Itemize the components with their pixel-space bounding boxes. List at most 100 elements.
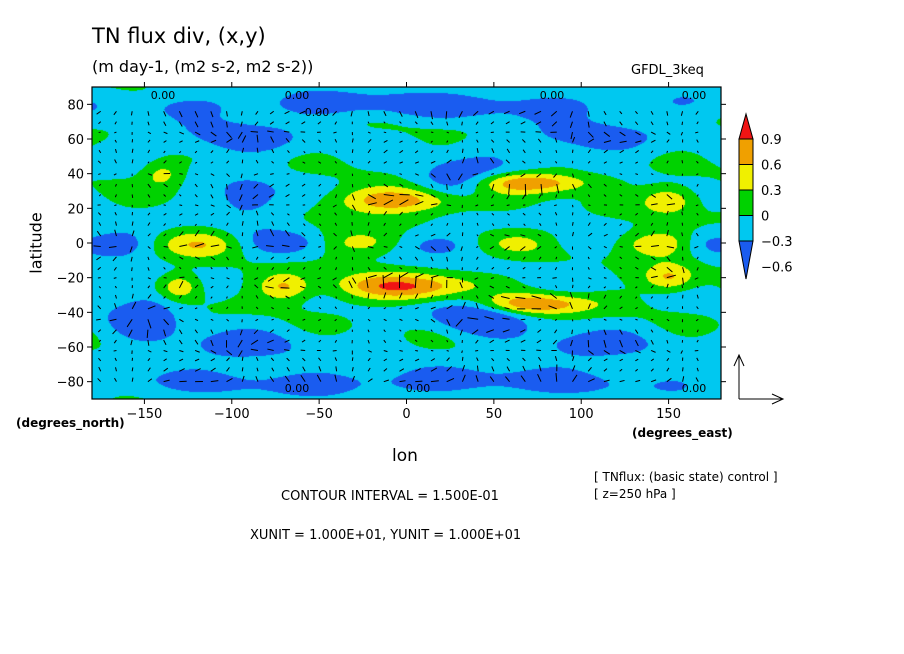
vector-arrow	[507, 213, 510, 216]
vector-arrow	[619, 140, 627, 143]
vector-arrow	[666, 357, 670, 362]
vector-arrow	[163, 245, 169, 248]
vector-arrow	[163, 296, 166, 299]
vector-arrow	[130, 111, 133, 116]
vector-arrow	[283, 277, 290, 282]
vector-arrow	[318, 357, 322, 362]
vector-arrow	[619, 318, 623, 321]
vector-arrow	[255, 210, 259, 216]
vector-arrow	[472, 173, 479, 176]
vector-arrow	[446, 329, 449, 334]
vector-arrow	[194, 183, 198, 188]
vector-arrow	[318, 245, 322, 248]
vector-arrow	[571, 284, 574, 289]
vector-arrow	[399, 173, 403, 175]
vector-arrow	[446, 246, 451, 252]
vector-arrow	[163, 131, 168, 135]
vector-arrow	[572, 173, 575, 178]
ref-arrowhead-horizontal	[771, 393, 785, 405]
vector-arrow	[271, 367, 275, 372]
vector-arrow	[383, 173, 387, 175]
vector-arrow	[554, 246, 558, 249]
vector-arrow	[163, 318, 170, 326]
vector-arrow	[587, 285, 591, 289]
vector-arrow	[239, 183, 243, 191]
vector-arrow	[194, 204, 199, 207]
vector-arrow	[252, 245, 259, 249]
vector-arrow	[619, 368, 623, 372]
vector-arrow	[109, 318, 117, 322]
vector-arrow	[284, 230, 290, 237]
vector-arrow	[603, 140, 612, 143]
vector-arrow	[178, 295, 183, 299]
vector-arrow	[488, 294, 495, 299]
vector-arrow	[367, 222, 370, 226]
vector-arrow	[587, 329, 590, 335]
vector-arrow	[603, 305, 608, 310]
vector-arrow	[538, 364, 542, 372]
vector-arrow	[430, 160, 436, 164]
vector-arrow	[194, 131, 201, 136]
vector-arrow	[635, 150, 639, 154]
vector-arrow	[446, 159, 452, 164]
colorbar-arrow-bottom	[738, 240, 754, 280]
colorbar-box	[738, 164, 754, 191]
vector-arrow	[553, 173, 558, 178]
vector-arrow	[367, 378, 373, 383]
vector-arrow	[179, 150, 182, 154]
vector-arrow	[210, 204, 215, 207]
vector-arrow	[285, 194, 290, 198]
vector-arrow	[303, 223, 306, 226]
vector-arrow	[696, 183, 699, 187]
vector-arrow	[226, 222, 229, 226]
vector-arrow	[226, 204, 232, 209]
vector-arrow	[696, 139, 699, 143]
vector-arrow	[383, 149, 388, 154]
vector-arrow	[695, 377, 699, 382]
vector-arrow	[113, 266, 117, 271]
vector-arrow	[696, 173, 699, 176]
vector-arrow	[430, 329, 433, 332]
field-image	[92, 87, 721, 399]
vector-arrow	[269, 376, 275, 382]
ref-arrowhead-vertical	[733, 353, 745, 367]
vector-arrow	[619, 223, 623, 227]
vector-arrow	[505, 159, 510, 164]
vector-arrow	[226, 173, 230, 178]
vector-arrow	[538, 161, 542, 164]
vector-arrow	[587, 194, 591, 198]
vector-arrow	[572, 356, 575, 362]
vector-arrow	[226, 256, 230, 261]
vector-arrow	[666, 329, 669, 332]
vector-arrow	[572, 183, 577, 191]
vector-arrow	[619, 173, 623, 175]
vector-arrow	[210, 285, 214, 289]
vector-arrow	[461, 121, 463, 126]
vector-arrow	[588, 204, 591, 207]
vector-arrow	[476, 139, 479, 143]
vector-arrow	[399, 161, 403, 164]
vector-arrow	[97, 329, 102, 333]
vector-arrow	[334, 357, 338, 362]
vector-arrow	[414, 246, 420, 250]
vector-arrow	[267, 348, 274, 351]
vector-arrow	[351, 149, 354, 153]
vector-arrow	[114, 121, 117, 125]
vector-arrow	[473, 284, 479, 289]
vector-arrow	[635, 223, 638, 227]
vector-arrow	[131, 267, 133, 272]
vector-arrow	[147, 131, 152, 135]
vector-arrow	[538, 256, 542, 260]
vector-arrow	[491, 266, 495, 270]
vector-arrow	[414, 256, 419, 261]
vector-arrow	[318, 329, 322, 333]
vector-arrow	[113, 173, 117, 176]
vector-arrow	[163, 329, 167, 337]
vector-arrow	[476, 194, 479, 198]
vector-arrow	[650, 339, 654, 345]
vector-arrow	[555, 233, 558, 237]
vector-arrow	[334, 138, 338, 143]
vector-arrow	[635, 368, 639, 372]
vector-arrow	[254, 277, 259, 280]
vector-arrow	[666, 266, 673, 273]
